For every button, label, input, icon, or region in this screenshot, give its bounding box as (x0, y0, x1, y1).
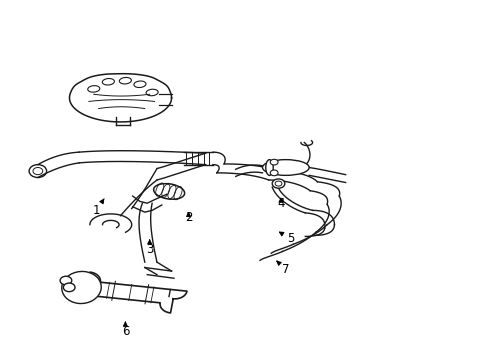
Text: 4: 4 (277, 197, 284, 210)
Text: 3: 3 (146, 240, 153, 256)
Ellipse shape (265, 159, 273, 175)
Text: 6: 6 (122, 322, 129, 338)
Text: 5: 5 (279, 232, 294, 246)
Ellipse shape (262, 159, 308, 175)
Ellipse shape (61, 271, 101, 303)
Polygon shape (73, 272, 186, 313)
Ellipse shape (153, 184, 184, 199)
Circle shape (272, 179, 285, 188)
Text: 1: 1 (92, 199, 104, 217)
Circle shape (270, 159, 278, 165)
Text: 2: 2 (184, 211, 192, 224)
Text: 7: 7 (276, 261, 289, 276)
Circle shape (63, 283, 75, 292)
Circle shape (60, 276, 72, 285)
Circle shape (270, 170, 278, 176)
